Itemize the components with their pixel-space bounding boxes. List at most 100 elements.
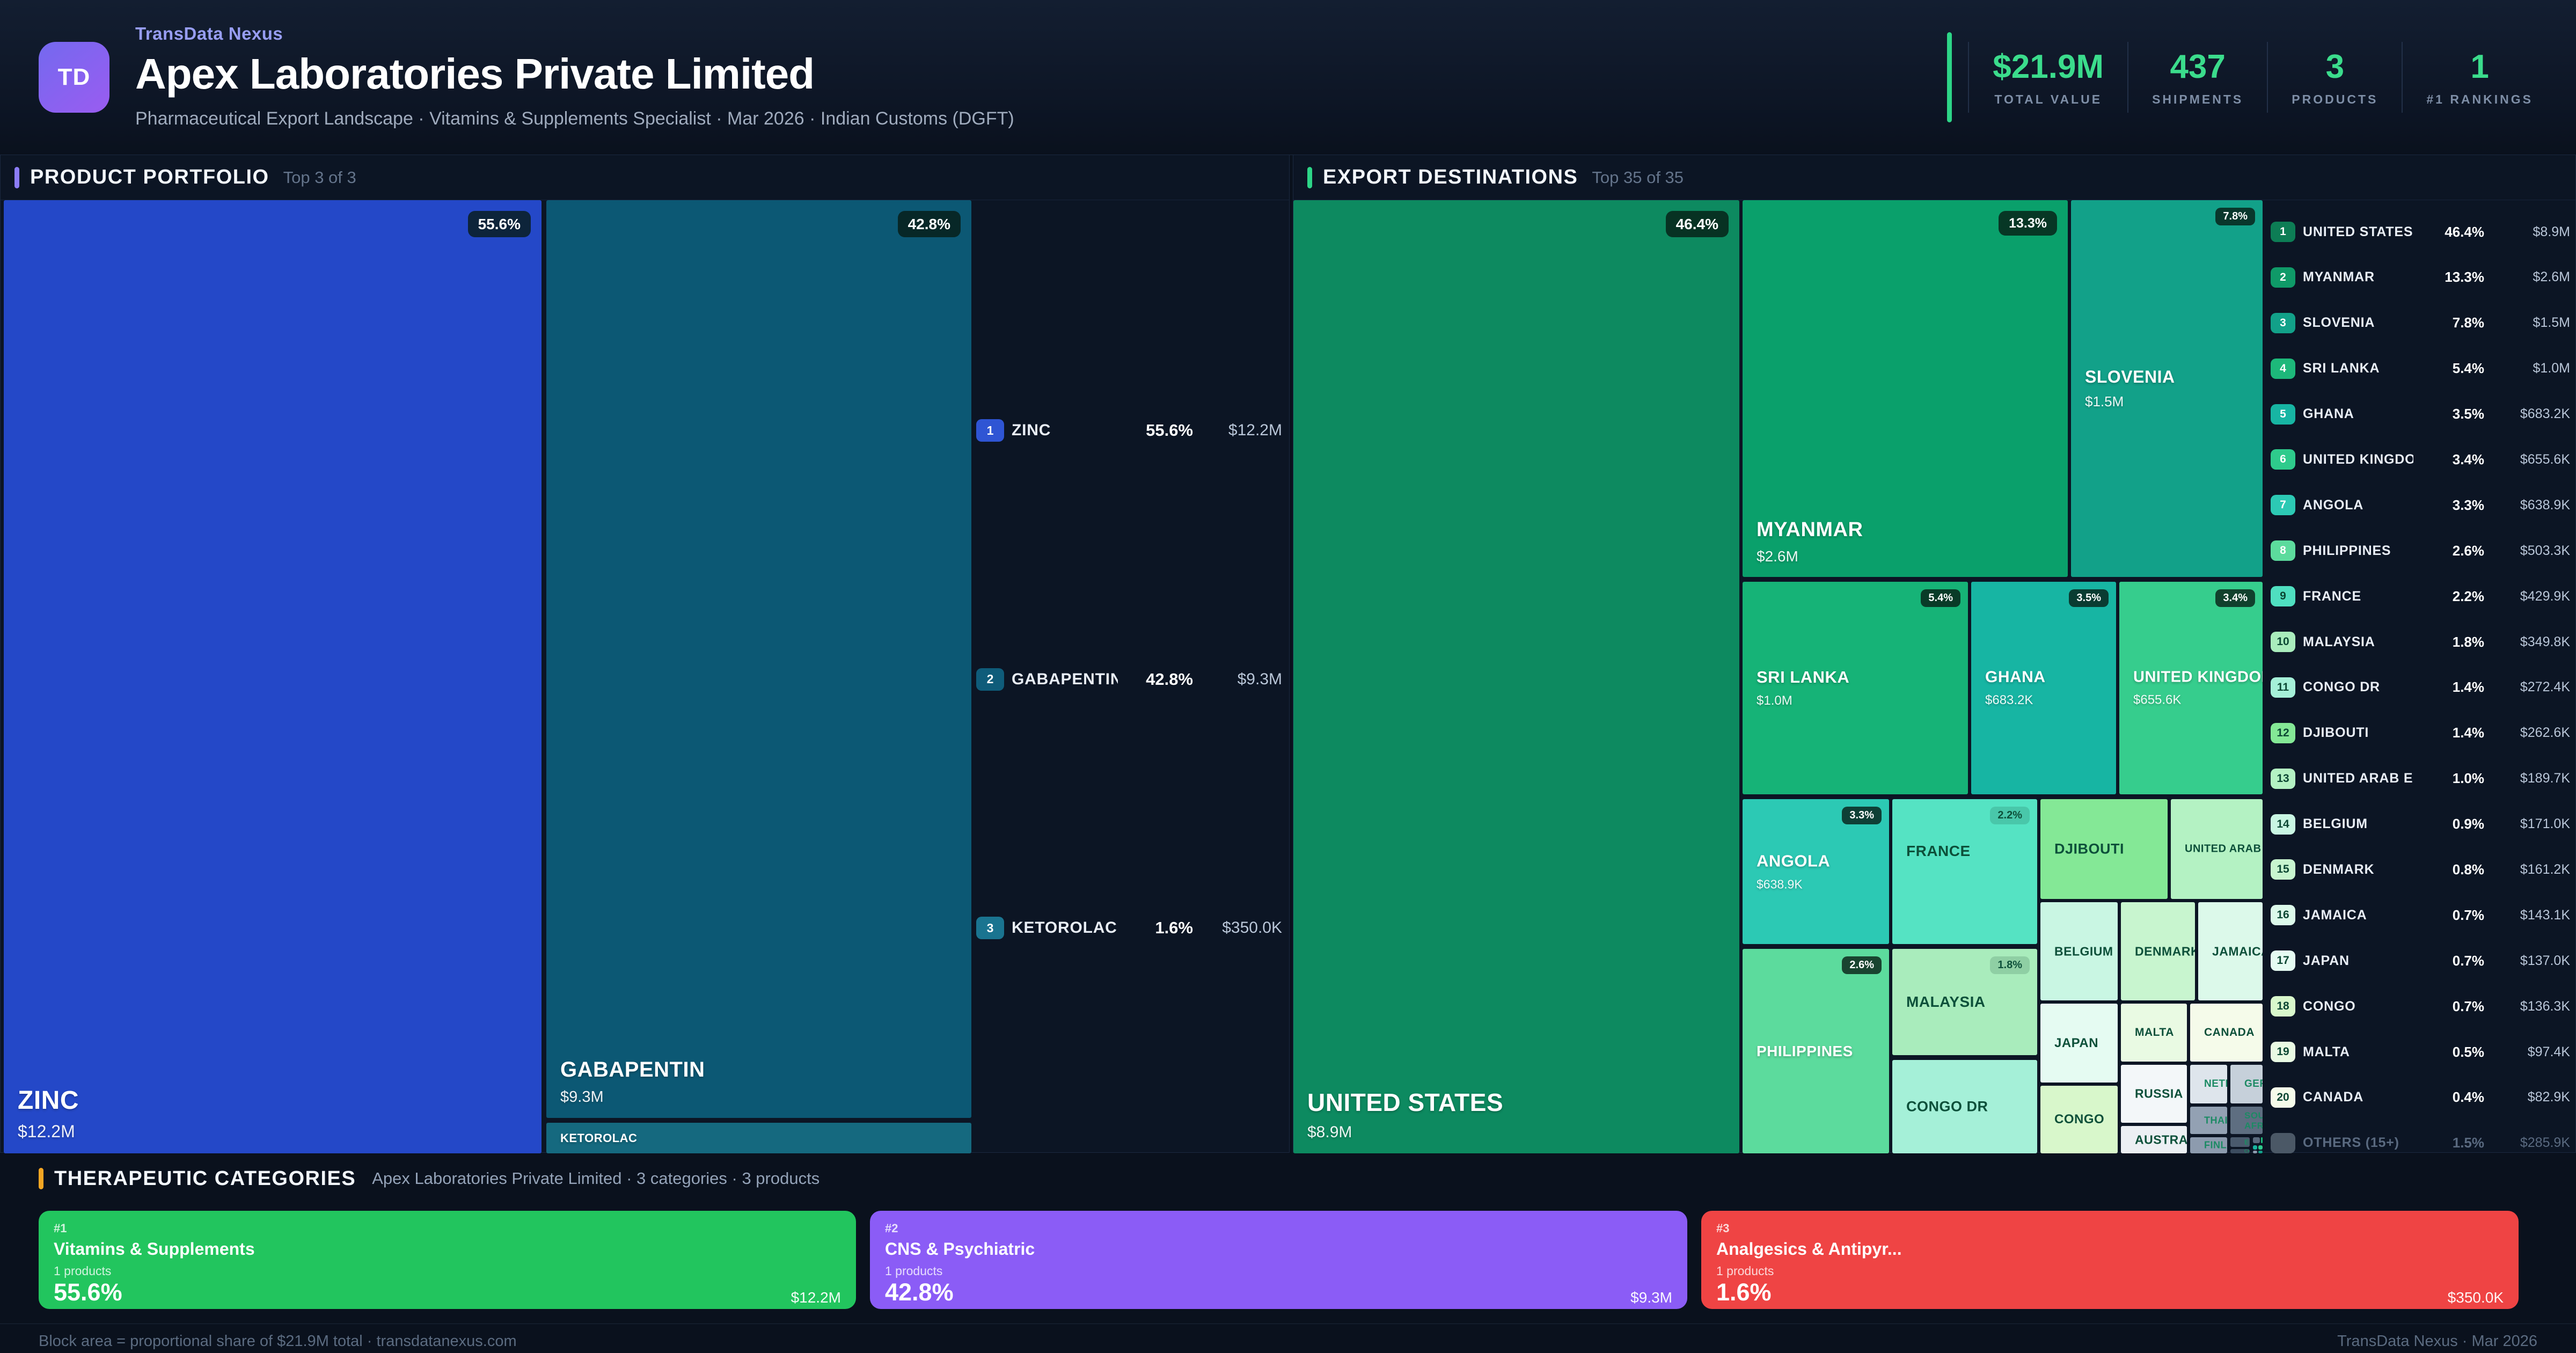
- legend-value: $349.8K: [2520, 634, 2570, 649]
- block-name: CANADA: [2204, 1026, 2255, 1038]
- card-pct: 55.6%: [54, 1278, 122, 1306]
- block-name: SLOVENIA: [2085, 367, 2175, 386]
- product-block-ketorolac: KETOROLAC: [546, 1123, 971, 1153]
- block-name: JAMAICA: [2212, 944, 2263, 958]
- block-label: MALTA: [2135, 1026, 2174, 1039]
- rank-badge: 1: [2271, 222, 2295, 242]
- rank-badge: 8: [2271, 540, 2295, 561]
- legend-pct: 46.4%: [2445, 223, 2484, 240]
- block-label: ZINC $12.2M: [18, 1086, 79, 1142]
- card-products: 1 products: [1716, 1264, 1774, 1278]
- legend-value: $97.4K: [2527, 1044, 2570, 1059]
- header: TD TransData Nexus Apex Laboratories Pri…: [0, 0, 2576, 155]
- block-label: CHIL: [2244, 1149, 2250, 1153]
- rank-badge: 9: [2271, 586, 2295, 607]
- export-block-angola: 3.3% ANGOLA $638.9K: [1743, 799, 1889, 944]
- product-portfolio-panel: PRODUCT PORTFOLIO Top 3 of 3 55.6% ZINC $1…: [0, 155, 1290, 1153]
- rank-badge: 2: [2271, 267, 2295, 288]
- pct-badge: 3.4%: [2215, 589, 2255, 607]
- legend-value: $638.9K: [2520, 497, 2570, 513]
- legend-pct: 0.8%: [2452, 861, 2484, 877]
- export-block-philippines: 2.6% PHILIPPINES: [1743, 949, 1889, 1153]
- export-block-n: N: [2253, 1145, 2257, 1150]
- block-label: BELGIUM: [2054, 944, 2113, 959]
- export-block-jamaica: JAMAICA: [2198, 902, 2263, 1000]
- card-bottom: 55.6% $12.2M: [54, 1278, 841, 1306]
- export-block-congo: CONGO: [2040, 1086, 2118, 1153]
- legend-value: $2.6M: [2533, 269, 2570, 285]
- legend-value: $262.6K: [2520, 725, 2570, 741]
- categories-accent-bar: [39, 1168, 43, 1189]
- export-block-belgium: BELGIUM: [2040, 902, 2118, 1000]
- block-name: RUSSIA: [2135, 1086, 2183, 1101]
- block-name: FRANCE: [1906, 843, 1971, 859]
- categories-subtitle: Apex Laboratories Private Limited · 3 ca…: [372, 1169, 820, 1188]
- block-name: GERMANY: [2244, 1078, 2263, 1089]
- block-name: CHIL: [2244, 1149, 2250, 1153]
- rank-badge: 12: [2271, 722, 2295, 743]
- legend-pct: 7.8%: [2452, 315, 2484, 331]
- rank-badge: 15: [2271, 859, 2295, 880]
- rank-badge: 7: [2271, 495, 2295, 516]
- pct-badge: 3.3%: [1842, 807, 1882, 824]
- product-legend-row-zinc: 1 ZINC 55.6% $12.2M: [976, 419, 1282, 442]
- legend-name: UNITED ARAB EMIRATES: [2303, 771, 2413, 786]
- category-cards: #1 Vitamins & Supplements 1 products 55.6% $…: [39, 1211, 2519, 1309]
- rank-badge: 2: [976, 668, 1004, 691]
- rank-badge: 17: [2271, 950, 2295, 971]
- rank-badge: 11: [2271, 677, 2295, 698]
- rank-badge: 3: [976, 917, 1004, 939]
- product-accent-bar: [14, 166, 19, 188]
- card-products: 1 products: [885, 1264, 943, 1278]
- block-name: CONGO DR: [1906, 1098, 1988, 1115]
- pct-badge: 2.2%: [1990, 807, 2030, 824]
- rank-badge: 3: [2271, 312, 2295, 333]
- header-stat-shipments: 437 SHIPMENTS: [2128, 48, 2267, 107]
- legend-value: $1.5M: [2533, 315, 2570, 331]
- block-label: FINLAND: [2204, 1140, 2227, 1151]
- categories-header: THERAPEUTIC CATEGORIES Apex Laboratories…: [0, 1159, 2576, 1198]
- legend-name: GABAPENTIN: [1012, 670, 1118, 688]
- header-stat-total-value: $21.9M TOTAL VALUE: [1969, 48, 2127, 107]
- export-block-g: G: [2258, 1145, 2263, 1150]
- stat-value: 3: [2325, 48, 2345, 85]
- export-legend-row-malaysia: 10 MALAYSIA 1.8% $349.8K: [2271, 632, 2570, 653]
- stat-label: #1 RANKINGS: [2426, 92, 2533, 106]
- legend-value: $9.3M: [1237, 670, 1282, 688]
- legend-name: DENMARK: [2303, 861, 2375, 877]
- rank-badge: 14: [2271, 814, 2295, 835]
- block-label: KETOROLAC: [560, 1131, 637, 1145]
- card-products: 1 products: [54, 1264, 112, 1278]
- legend-value: $12.2M: [1228, 421, 1282, 439]
- export-block-malaysia: 1.8% MALAYSIA: [1892, 949, 2037, 1055]
- card-name: CNS & Psychiatric: [885, 1239, 1035, 1259]
- export-legend-row-denmark: 15 DENMARK 0.8% $161.2K: [2271, 859, 2570, 880]
- legend-value: $272.4K: [2520, 679, 2570, 695]
- block-label: UNITED KINGDOM $655.6K: [2133, 669, 2263, 708]
- legend-pct: 13.3%: [2445, 269, 2484, 286]
- export-legend-row-france: 9 FRANCE 2.2% $429.9K: [2271, 586, 2570, 607]
- export-legend-row-japan: 17 JAPAN 0.7% $137.0K: [2271, 950, 2570, 971]
- block-name: MALAYSIA: [1906, 993, 1986, 1010]
- rank-badge: 20: [2271, 1087, 2295, 1108]
- block-name: UNITED ARAB EMIRATES: [2185, 843, 2263, 855]
- product-legend-row-ketorolac: 3 KETOROLAC 1.6% $350.0K: [976, 917, 1282, 939]
- legend-value: $161.2K: [2520, 861, 2570, 877]
- block-label: THAILAND: [2204, 1115, 2227, 1126]
- legend-pct: 5.4%: [2452, 360, 2484, 377]
- block-label: NETHERLAND: [2204, 1078, 2227, 1090]
- rank-badge: 5: [2271, 404, 2295, 425]
- legend-name: OTHERS (15+): [2303, 1135, 2399, 1151]
- card-pct: 42.8%: [885, 1278, 954, 1306]
- export-block-d: D: [2258, 1151, 2263, 1153]
- pct-badge: 42.8%: [897, 211, 961, 238]
- export-panel-range: Top 35 of 35: [1592, 167, 1684, 187]
- block-label: SLOVENIA $1.5M: [2085, 367, 2175, 410]
- block-name: MYANMAR: [1757, 518, 1863, 541]
- legend-pct: 1.4%: [2452, 679, 2484, 696]
- block-label: RUSSIA: [2135, 1087, 2183, 1101]
- card-value: $350.0K: [2447, 1289, 2504, 1306]
- legend-name: JAMAICA: [2303, 907, 2367, 923]
- export-block-netherland: NETHERLAND: [2190, 1065, 2227, 1103]
- legend-name: CANADA: [2303, 1089, 2364, 1105]
